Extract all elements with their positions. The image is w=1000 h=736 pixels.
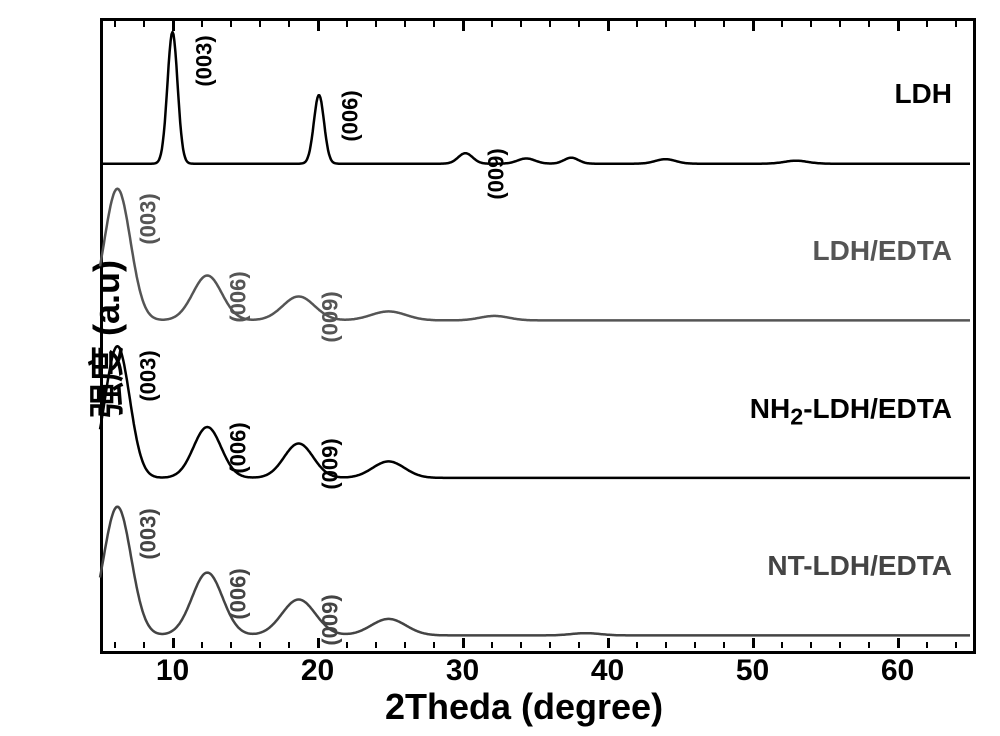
nt-ldh-edta-peak-label: (003) bbox=[136, 508, 162, 559]
nt-ldh-edta-peak-label: (006) bbox=[226, 568, 252, 619]
nt-ldh-edta-peak-label: (009) bbox=[317, 595, 343, 646]
nt-ldh-edta-label: NT-LDH/EDTA bbox=[767, 550, 952, 582]
xrd-chart: 强度 (a.u) 2Theda (degree) 102030405060 LD… bbox=[0, 0, 1000, 736]
nt-ldh-edta-curve bbox=[0, 0, 1000, 736]
